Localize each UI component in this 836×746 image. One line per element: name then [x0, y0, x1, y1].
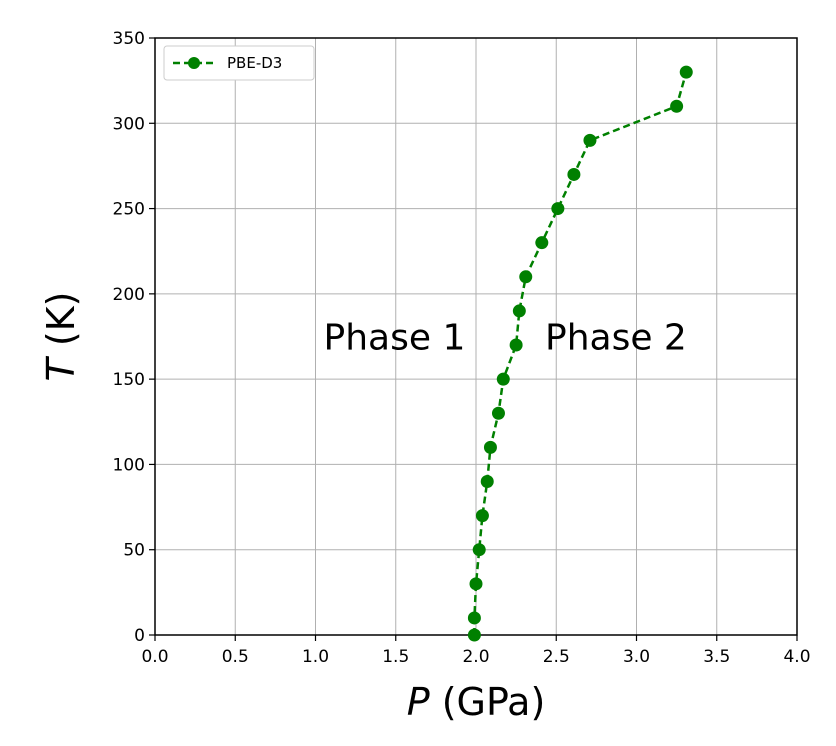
x-tick-label: 2.5 — [543, 647, 570, 667]
x-tick-label: 0.0 — [141, 647, 168, 667]
data-point — [467, 611, 481, 625]
data-point — [480, 474, 494, 488]
y-axis-unit: (K) — [39, 292, 83, 359]
y-tick-label: 300 — [113, 114, 145, 134]
data-point — [472, 543, 486, 557]
x-tick-label: 0.5 — [222, 647, 249, 667]
ticks-layer: 0.0 0.5 1.0 1.5 2.0 2.5 3.0 3.5 4.0 0 50 100 150 200 2… — [113, 29, 811, 667]
data-point — [670, 99, 684, 113]
y-tick-label: 100 — [113, 455, 145, 475]
data-point — [483, 440, 497, 454]
x-axis-unit: (GPa) — [430, 680, 546, 724]
annotation-phase-2: Phase 2 — [545, 318, 687, 359]
legend: PBE-D3 — [163, 45, 315, 81]
y-tick-label: 250 — [113, 200, 145, 220]
y-tick-label: 350 — [113, 29, 145, 49]
data-point — [475, 509, 489, 523]
legend-box — [163, 45, 315, 81]
data-point — [551, 202, 565, 216]
data-point — [469, 577, 483, 591]
x-tick-label: 3.5 — [703, 647, 730, 667]
data-point — [535, 236, 549, 250]
data-point — [509, 338, 523, 352]
x-axis-symbol: P — [407, 680, 430, 724]
y-axis-symbol: T — [39, 355, 83, 381]
legend-label-pbe-d3: PBE-D3 — [227, 54, 282, 72]
y-tick-label: 200 — [113, 285, 145, 305]
series-layer — [467, 65, 693, 642]
data-point — [583, 133, 597, 147]
data-point — [567, 167, 581, 181]
y-tick-label: 150 — [113, 370, 145, 390]
x-tick-label: 4.0 — [783, 647, 810, 667]
x-tick-label: 1.0 — [302, 647, 329, 667]
x-tick-label: 2.0 — [462, 647, 489, 667]
y-tick-label: 0 — [134, 626, 145, 646]
data-point — [512, 304, 526, 318]
data-point — [491, 406, 505, 420]
y-tick-label: 50 — [123, 541, 145, 561]
data-point — [496, 372, 510, 386]
data-point — [467, 628, 481, 642]
legend-marker — [188, 57, 200, 69]
data-point — [679, 65, 693, 79]
annotation-phase-1: Phase 1 — [324, 318, 466, 359]
y-axis-label: T (K) — [39, 292, 83, 382]
data-point — [519, 270, 533, 284]
x-tick-label: 3.0 — [623, 647, 650, 667]
x-tick-label: 1.5 — [382, 647, 409, 667]
x-axis-label: P (GPa) — [407, 680, 546, 724]
